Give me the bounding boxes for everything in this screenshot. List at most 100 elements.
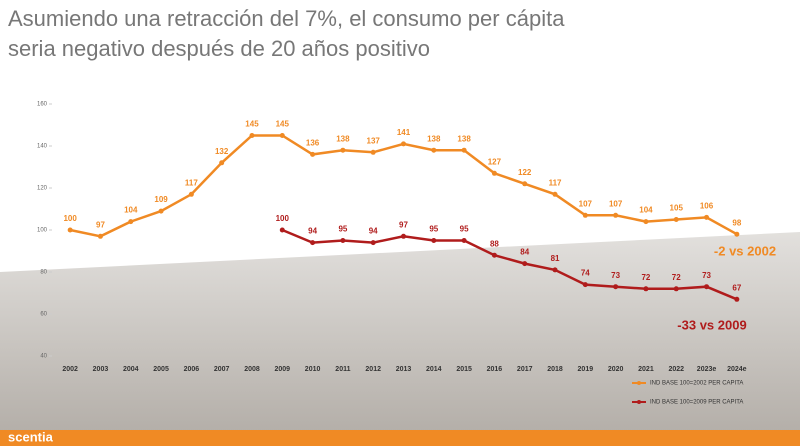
data-label: 107 — [579, 199, 593, 208]
data-label: 95 — [338, 225, 347, 234]
data-label: 73 — [702, 271, 711, 280]
x-tick-label: 2021 — [638, 366, 654, 373]
y-tick-label: 40 — [40, 354, 47, 360]
point — [310, 151, 316, 157]
legend-dot — [637, 400, 641, 404]
data-label: 95 — [429, 225, 438, 234]
point — [128, 219, 134, 225]
x-tick-label: 2024e — [727, 366, 747, 373]
x-tick-label: 2015 — [456, 366, 472, 373]
point — [704, 284, 710, 290]
data-label: 84 — [520, 248, 529, 257]
y-tick-label: 160 — [37, 102, 48, 108]
point — [97, 233, 103, 239]
x-tick-label: 2006 — [184, 366, 200, 373]
data-label: 145 — [276, 120, 290, 129]
point — [673, 217, 679, 222]
data-label: 104 — [639, 206, 653, 215]
point — [613, 284, 619, 290]
point — [552, 267, 558, 273]
series-line — [281, 228, 738, 301]
point — [431, 238, 437, 243]
point — [219, 160, 225, 166]
data-label: 104 — [124, 206, 138, 215]
x-tick-label: 2017 — [517, 366, 533, 373]
point — [582, 212, 588, 218]
x-tick-label: 2011 — [335, 366, 350, 373]
point — [613, 212, 619, 218]
point — [401, 141, 406, 147]
data-label: 73 — [611, 271, 620, 280]
data-label: 97 — [399, 220, 408, 229]
x-tick-label: 2005 — [153, 366, 169, 373]
point — [67, 227, 73, 233]
x-tick-label: 2013 — [396, 366, 412, 373]
point — [552, 191, 558, 197]
point — [310, 240, 316, 246]
legend-dot — [637, 381, 641, 385]
y-tick-label: 140 — [37, 144, 48, 150]
footer-bar — [0, 430, 800, 446]
data-label: 145 — [245, 120, 259, 129]
annotation: -2 vs 2002 — [714, 243, 776, 258]
title: Asumiendo una retracción del 7%, el cons… — [8, 6, 565, 61]
data-label: 122 — [518, 168, 532, 177]
data-label: 105 — [670, 204, 684, 213]
x-tick-label: 2010 — [305, 366, 321, 373]
data-label: 138 — [336, 134, 350, 143]
point — [734, 231, 740, 237]
data-label: 141 — [397, 128, 411, 137]
legend-label: IND BASE 100=2002 PER CAPITA — [650, 381, 743, 387]
brand: scentia — [8, 429, 54, 444]
data-label: 117 — [185, 178, 198, 187]
point — [643, 286, 649, 292]
x-tick-label: 2012 — [365, 366, 381, 373]
x-tick-label: 2003 — [93, 366, 109, 373]
data-label: 100 — [63, 214, 77, 223]
data-label: 95 — [460, 225, 469, 234]
point — [370, 149, 376, 155]
x-tick-label: 2008 — [244, 366, 260, 373]
data-label: 94 — [308, 227, 317, 236]
point — [279, 227, 285, 233]
data-label: 117 — [549, 178, 562, 187]
point — [279, 133, 285, 138]
x-tick-label: 2014 — [426, 366, 442, 373]
data-label: 127 — [488, 157, 502, 166]
data-label: 74 — [581, 269, 590, 278]
point — [491, 170, 497, 176]
point — [461, 238, 467, 243]
x-tick-label: 2019 — [578, 366, 594, 373]
point — [340, 147, 346, 153]
point — [461, 147, 467, 153]
y-tick-label: 80 — [40, 270, 47, 276]
data-label: 88 — [490, 239, 499, 248]
x-tick-label: 2007 — [214, 366, 230, 373]
point — [370, 240, 376, 246]
data-label: 67 — [732, 283, 741, 292]
point — [582, 282, 588, 288]
data-label: 106 — [700, 202, 714, 211]
data-label: 100 — [276, 214, 290, 223]
x-tick-label: 2022 — [668, 366, 684, 373]
data-label: 136 — [306, 139, 320, 148]
point — [643, 219, 649, 225]
y-tick-label: 60 — [40, 312, 47, 318]
annotation: -33 vs 2009 — [677, 317, 746, 332]
point — [704, 214, 710, 220]
point — [673, 286, 679, 292]
data-label: 138 — [427, 134, 441, 143]
background-photo — [0, 232, 800, 432]
point — [249, 133, 255, 138]
point — [522, 181, 528, 187]
point — [401, 233, 406, 239]
legend-label: IND BASE 100=2009 PER CAPITA — [650, 400, 743, 406]
point — [522, 261, 528, 267]
point — [158, 208, 164, 214]
x-tick-label: 2002 — [62, 366, 78, 373]
point — [340, 238, 346, 243]
data-label: 94 — [369, 227, 378, 236]
data-label: 72 — [641, 273, 650, 282]
x-tick-label: 2004 — [123, 366, 139, 373]
